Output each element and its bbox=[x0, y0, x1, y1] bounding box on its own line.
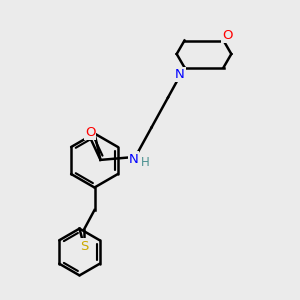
Text: H: H bbox=[141, 156, 150, 170]
Text: O: O bbox=[222, 28, 232, 42]
Text: O: O bbox=[85, 125, 95, 139]
Text: S: S bbox=[80, 239, 88, 253]
Text: N: N bbox=[175, 68, 185, 81]
Text: N: N bbox=[129, 152, 138, 166]
